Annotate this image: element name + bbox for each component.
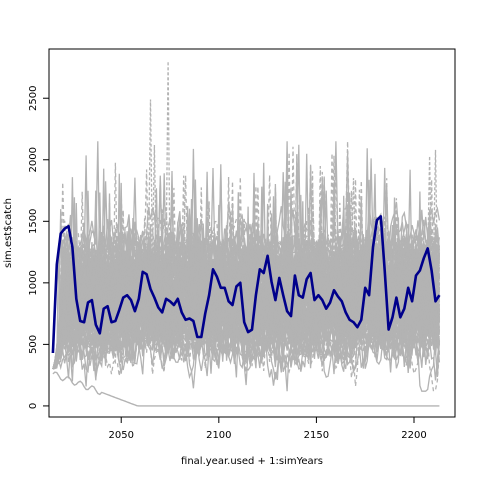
x-tick-label: 2200: [401, 430, 426, 441]
y-axis: 0 500 1000 1500 2000 2500: [28, 86, 49, 409]
highlighted-series-line: [51, 215, 441, 354]
simulation-line: [52, 180, 441, 370]
simulation-spike: [149, 144, 159, 302]
simulation-spike: [145, 99, 156, 302]
highlighted-series-group: [51, 215, 441, 354]
simulation-line: [52, 162, 441, 370]
simulation-line: [52, 251, 441, 392]
simulation-line: [52, 264, 441, 393]
x-axis: 2050 2100 2150 2200: [108, 417, 427, 441]
simulation-lines: [52, 61, 441, 407]
plot-frame: [48, 48, 456, 418]
y-tick-label: 2500: [28, 86, 39, 111]
x-tick-label: 2100: [206, 430, 231, 441]
y-axis-label: sim.est$catch: [3, 198, 14, 268]
x-tick-label: 2050: [108, 430, 133, 441]
y-tick-label: 1000: [28, 270, 39, 295]
simulation-spike: [430, 149, 441, 302]
simulation-spike: [190, 179, 200, 302]
x-tick-label: 2150: [304, 430, 329, 441]
y-tick-label: 0: [28, 403, 39, 409]
x-axis-label: final.year.used + 1:simYears: [181, 456, 323, 467]
simulation-line: [52, 171, 440, 370]
simulation-spike: [348, 178, 359, 302]
y-tick-label: 2000: [28, 147, 39, 172]
y-tick-label: 1500: [28, 209, 39, 234]
simulation-line: [52, 371, 440, 407]
y-tick-label: 500: [28, 335, 39, 354]
simulation-line: [52, 245, 441, 370]
